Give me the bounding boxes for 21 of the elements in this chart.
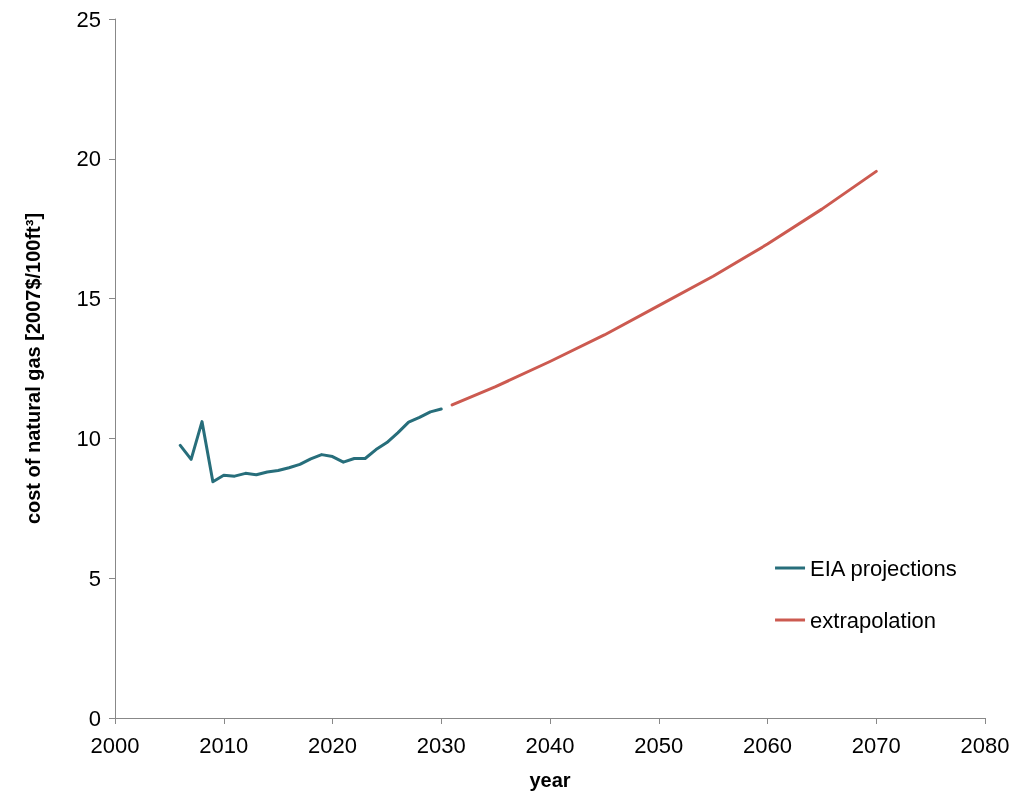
x-tick-label: 2010 (199, 732, 249, 758)
legend-label: EIA projections (810, 555, 957, 581)
y-tick-label: 0 (88, 705, 101, 731)
y-tick-label: 10 (76, 425, 101, 451)
x-tick-label: 2070 (851, 732, 901, 758)
x-tick-label: 2020 (308, 732, 357, 758)
x-axis-title: year (529, 769, 571, 791)
y-axis-title: cost of natural gas [2007$/100ft³] (22, 212, 44, 525)
x-tick-label: 2060 (743, 732, 792, 758)
x-tick-label: 2080 (960, 732, 1010, 758)
y-tick-label: 20 (76, 146, 101, 172)
x-tick-label: 2030 (416, 732, 466, 758)
y-tick-label: 5 (88, 565, 101, 591)
legend-label: extrapolation (810, 607, 937, 633)
y-tick-label: 15 (76, 286, 101, 312)
y-tick-label: 25 (76, 6, 101, 32)
x-tick-label: 2000 (90, 732, 140, 758)
line-series (450, 169, 878, 407)
line-series (178, 407, 443, 484)
x-tick-label: 2040 (525, 732, 575, 758)
x-tick-label: 2050 (634, 732, 684, 758)
